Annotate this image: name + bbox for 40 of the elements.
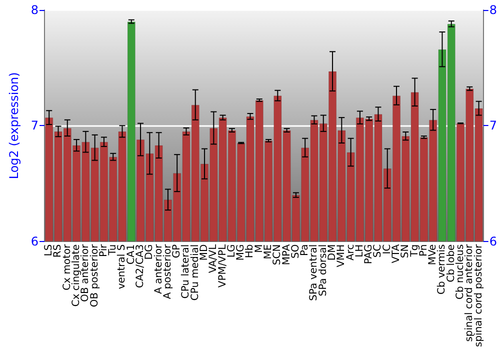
x-tick-label: Pir [98,243,110,257]
x-tick-label: spinal cord anterior [464,243,476,342]
y-tick-label: 6 [30,234,39,248]
x-tick-label: M [254,244,265,253]
x-tick-label: Tg [409,244,420,258]
x-tick-label: ventral S [116,244,128,290]
x-tick-label: A posterior [162,243,174,300]
x-tick-label: VMH [336,244,348,268]
x-tick-label: MVe [428,244,439,266]
x-tick-label: Pa [300,244,311,256]
y-tick-label: 7 [30,118,39,133]
x-tick-label: A anterior [153,243,164,294]
x-tick-label: IC [382,244,393,254]
x-tick-label: Cx motor [62,243,73,290]
x-tick-label: VPM/VPL [217,244,228,288]
y-axis-title: Log2 (expression) [7,72,21,180]
y2-tick-label: 8 [489,3,498,17]
y2-tick-label: 6 [489,234,498,248]
x-tick-label: SO [290,244,302,259]
x-tick-label: spinal cord posterior [473,243,484,348]
x-tick-label: LH [354,244,366,258]
x-tick-label: Cb lobe [446,244,457,282]
x-tick-label: RS [52,244,64,258]
x-tick-label: SC [372,244,384,258]
x-tick-label: SCN [272,244,284,266]
x-tick-label: VA/VL [208,244,220,274]
x-tick-label: Hb [244,244,256,258]
y2-tick-label: 7 [489,118,498,133]
x-tick-label: OB posterior [89,243,100,308]
x-tick-label: SN [400,244,412,258]
x-tick-label: SPa dorsal [318,244,329,296]
x-tick-label: CA1 [126,244,137,264]
x-tick-label: DG [144,244,156,260]
x-tick-label: Pn [418,244,430,256]
x-tick-label: GP [172,244,183,258]
x-tick-label: CPu medial [190,244,201,301]
x-tick-label: MPA [281,244,292,266]
y-tick-label: 8 [30,3,39,17]
x-tick-label: LG [226,244,238,258]
x-tick-label: Arc [345,244,356,261]
